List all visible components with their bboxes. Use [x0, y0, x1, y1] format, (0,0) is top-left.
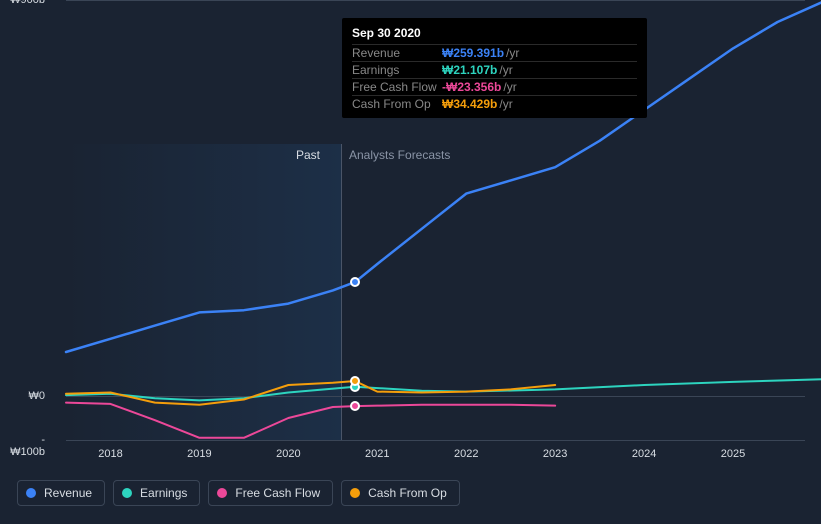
tooltip-row: Cash From Op₩34.429b /yr — [352, 95, 637, 112]
x-axis-tick-label: 2022 — [454, 448, 478, 460]
tooltip-row-value: ₩34.429b — [442, 97, 497, 111]
x-axis-tick-label: 2019 — [187, 448, 211, 460]
legend-label: Earnings — [140, 486, 187, 500]
x-axis-tick-label: 2021 — [365, 448, 389, 460]
tooltip-row-value: ₩21.107b — [442, 63, 497, 77]
tooltip-row-unit: /yr — [503, 80, 516, 94]
tooltip-row-value: -₩23.356b — [442, 80, 501, 94]
hover-marker-revenue — [350, 277, 360, 287]
tooltip-row-label: Cash From Op — [352, 97, 442, 111]
tooltip-row-unit: /yr — [499, 63, 512, 77]
legend-swatch — [26, 488, 36, 498]
series-line-fcf — [66, 403, 555, 438]
hover-marker-cfo — [350, 376, 360, 386]
legend-item-earnings[interactable]: Earnings — [113, 480, 200, 506]
y-gridline — [66, 440, 805, 441]
hover-tooltip: Sep 30 2020 Revenue₩259.391b /yrEarnings… — [342, 18, 647, 118]
hover-marker-fcf — [350, 401, 360, 411]
financials-chart[interactable]: ₩900b₩0-₩100b 20182019202020212022202320… — [17, 0, 805, 475]
tooltip-row-value: ₩259.391b — [442, 46, 504, 60]
x-axis-tick-label: 2018 — [98, 448, 122, 460]
legend-swatch — [350, 488, 360, 498]
series-line-cfo — [66, 381, 555, 405]
x-axis-tick-label: 2025 — [721, 448, 745, 460]
legend-swatch — [122, 488, 132, 498]
tooltip-row-unit: /yr — [506, 46, 519, 60]
tooltip-row-label: Revenue — [352, 46, 442, 60]
legend-swatch — [217, 488, 227, 498]
legend-item-revenue[interactable]: Revenue — [17, 480, 105, 506]
legend-label: Revenue — [44, 486, 92, 500]
y-axis-tick-label: ₩0 — [29, 390, 46, 402]
y-axis-tick-label: ₩900b — [10, 0, 45, 6]
x-axis-tick-label: 2024 — [632, 448, 656, 460]
y-axis-tick-label: -₩100b — [10, 434, 45, 458]
series-line-earnings — [66, 379, 821, 400]
tooltip-row: Free Cash Flow-₩23.356b /yr — [352, 78, 637, 95]
tooltip-date: Sep 30 2020 — [352, 24, 637, 44]
tooltip-row: Earnings₩21.107b /yr — [352, 61, 637, 78]
legend-item-cfo[interactable]: Cash From Op — [341, 480, 460, 506]
x-axis-tick-label: 2020 — [276, 448, 300, 460]
tooltip-row-label: Earnings — [352, 63, 442, 77]
legend-item-fcf[interactable]: Free Cash Flow — [208, 480, 333, 506]
tooltip-row-unit: /yr — [499, 97, 512, 111]
legend-label: Free Cash Flow — [235, 486, 320, 500]
chart-legend: Revenue Earnings Free Cash Flow Cash From O… — [17, 480, 460, 506]
x-axis-tick-label: 2023 — [543, 448, 567, 460]
tooltip-row-label: Free Cash Flow — [352, 80, 442, 94]
tooltip-row: Revenue₩259.391b /yr — [352, 44, 637, 61]
legend-label: Cash From Op — [368, 486, 447, 500]
